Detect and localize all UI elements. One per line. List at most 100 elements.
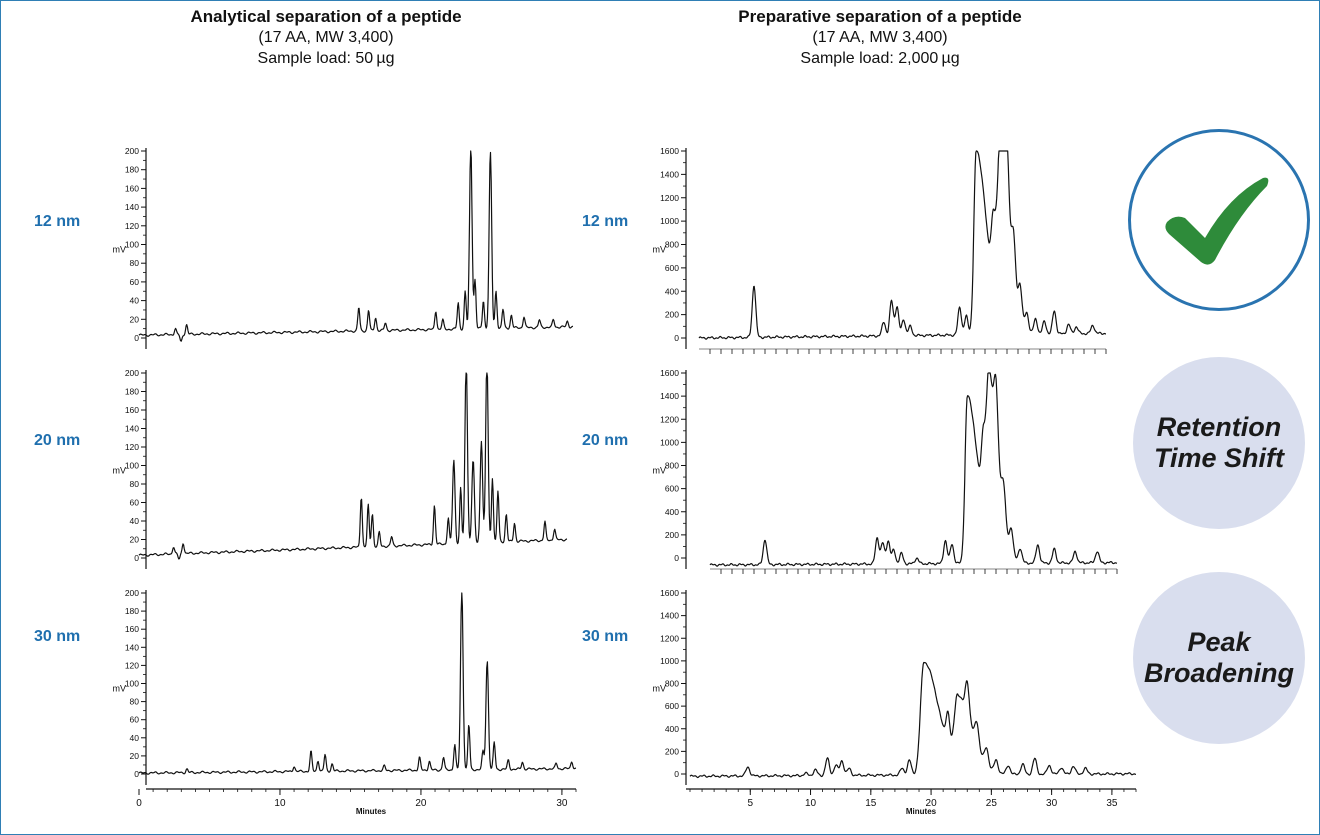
x-tick-label: 35 bbox=[1106, 798, 1118, 809]
y-tick-label: 0 bbox=[674, 333, 679, 343]
left-subtitle-molecule: (17 AA, MW 3,400) bbox=[258, 29, 394, 46]
pore-label-right-30: 30 nm bbox=[582, 628, 629, 645]
y-tick-label: 200 bbox=[665, 746, 679, 756]
left-column-header: Analytical separation of a peptide (17 A… bbox=[136, 6, 516, 69]
chromatogram-trace-preparative-12nm bbox=[698, 150, 1107, 340]
y-tick-label: 140 bbox=[125, 642, 139, 652]
y-axis-label: mV bbox=[653, 684, 667, 694]
y-tick-label: 180 bbox=[125, 165, 139, 175]
retention-line2: Time Shift bbox=[1153, 443, 1285, 473]
check-icon bbox=[1165, 177, 1269, 265]
y-tick-label: 400 bbox=[665, 286, 679, 296]
y-tick-label: 1000 bbox=[660, 656, 679, 666]
x-tick-label: 15 bbox=[865, 798, 877, 809]
y-axis-label: mV bbox=[653, 245, 667, 255]
y-tick-label: 120 bbox=[125, 221, 139, 231]
y-tick-label: 80 bbox=[130, 258, 140, 268]
y-tick-label: 20 bbox=[130, 535, 140, 545]
y-tick-label: 1600 bbox=[660, 146, 679, 156]
y-tick-label: 800 bbox=[665, 461, 679, 471]
check-badge bbox=[1128, 129, 1310, 311]
pore-label-right-20: 20 nm bbox=[582, 432, 629, 449]
x-axis-label: Minutes bbox=[356, 807, 387, 816]
x-tick-label: 30 bbox=[1046, 798, 1058, 809]
y-tick-label: 1000 bbox=[660, 216, 679, 226]
chromatogram-trace-analytical-30nm bbox=[138, 592, 577, 775]
x-tick-label: 10 bbox=[805, 798, 817, 809]
left-title: Analytical separation of a peptide bbox=[190, 7, 462, 26]
y-tick-label: 180 bbox=[125, 606, 139, 616]
y-tick-label: 800 bbox=[665, 240, 679, 250]
y-axis-label: mV bbox=[113, 684, 127, 694]
y-tick-label: 400 bbox=[665, 507, 679, 517]
y-tick-label: 0 bbox=[674, 553, 679, 563]
y-tick-label: 1200 bbox=[660, 414, 679, 424]
y-tick-label: 1400 bbox=[660, 611, 679, 621]
pore-label-left-20: 20 nm bbox=[34, 432, 81, 449]
y-axis-label: mV bbox=[113, 245, 127, 255]
y-tick-label: 200 bbox=[665, 310, 679, 320]
y-tick-label: 1400 bbox=[660, 391, 679, 401]
chromatogram-trace-analytical-20nm bbox=[138, 372, 568, 560]
y-tick-label: 120 bbox=[125, 442, 139, 452]
y-tick-label: 20 bbox=[130, 751, 140, 761]
pore-label-right-12: 12 nm bbox=[582, 213, 629, 230]
y-axis-label: mV bbox=[653, 466, 667, 476]
y-axis-label: mV bbox=[113, 466, 127, 476]
y-tick-label: 60 bbox=[130, 277, 140, 287]
y-tick-label: 160 bbox=[125, 624, 139, 634]
y-tick-label: 200 bbox=[125, 368, 139, 378]
x-tick-label: 30 bbox=[556, 798, 568, 809]
pore-label-left-30: 30 nm bbox=[34, 628, 81, 645]
y-tick-label: 600 bbox=[665, 701, 679, 711]
y-tick-label: 200 bbox=[125, 146, 139, 156]
right-subtitle-molecule: (17 AA, MW 3,400) bbox=[812, 29, 948, 46]
y-tick-label: 140 bbox=[125, 424, 139, 434]
y-tick-label: 60 bbox=[130, 715, 140, 725]
peak-broadening-badge: Peak Broadening bbox=[1133, 572, 1305, 744]
x-axis-label: Minutes bbox=[906, 807, 937, 816]
y-tick-label: 160 bbox=[125, 183, 139, 193]
y-tick-label: 20 bbox=[130, 314, 140, 324]
y-tick-label: 100 bbox=[125, 679, 139, 689]
y-tick-label: 0 bbox=[134, 769, 139, 779]
retention-shift-badge: Retention Time Shift bbox=[1133, 357, 1305, 529]
y-tick-label: 140 bbox=[125, 202, 139, 212]
y-tick-label: 1400 bbox=[660, 169, 679, 179]
y-tick-label: 1600 bbox=[660, 588, 679, 598]
y-tick-label: 80 bbox=[130, 697, 140, 707]
right-subtitle-load: Sample load: 2,000 µg bbox=[800, 50, 960, 67]
chromatogram-trace-preparative-30nm bbox=[689, 661, 1137, 779]
x-tick-label: 20 bbox=[926, 798, 938, 809]
y-tick-label: 120 bbox=[125, 660, 139, 670]
x-tick-label: 25 bbox=[986, 798, 998, 809]
y-tick-label: 0 bbox=[134, 333, 139, 343]
y-tick-label: 600 bbox=[665, 484, 679, 494]
right-title: Preparative separation of a peptide bbox=[738, 7, 1022, 26]
y-tick-label: 100 bbox=[125, 240, 139, 250]
y-tick-label: 40 bbox=[130, 733, 140, 743]
y-tick-label: 400 bbox=[665, 724, 679, 734]
y-tick-label: 0 bbox=[134, 553, 139, 563]
y-tick-label: 1600 bbox=[660, 368, 679, 378]
chromatogram-trace-analytical-12nm bbox=[138, 150, 574, 342]
x-tick-label: 20 bbox=[415, 798, 427, 809]
y-tick-label: 160 bbox=[125, 405, 139, 415]
y-tick-label: 1200 bbox=[660, 193, 679, 203]
y-tick-label: 40 bbox=[130, 516, 140, 526]
y-tick-label: 800 bbox=[665, 679, 679, 689]
y-tick-label: 1200 bbox=[660, 633, 679, 643]
chromatogram-trace-preparative-20nm bbox=[709, 372, 1118, 567]
x-tick-label: 5 bbox=[747, 798, 753, 809]
y-tick-label: 80 bbox=[130, 479, 140, 489]
y-tick-label: 100 bbox=[125, 461, 139, 471]
x-tick-label: 10 bbox=[274, 798, 286, 809]
pore-label-left-12: 12 nm bbox=[34, 213, 81, 230]
left-subtitle-load: Sample load: 50 µg bbox=[257, 50, 395, 67]
y-tick-label: 200 bbox=[125, 588, 139, 598]
x-tick-label: 0 bbox=[136, 798, 142, 809]
y-tick-label: 60 bbox=[130, 498, 140, 508]
y-tick-label: 200 bbox=[665, 530, 679, 540]
y-tick-label: 180 bbox=[125, 387, 139, 397]
